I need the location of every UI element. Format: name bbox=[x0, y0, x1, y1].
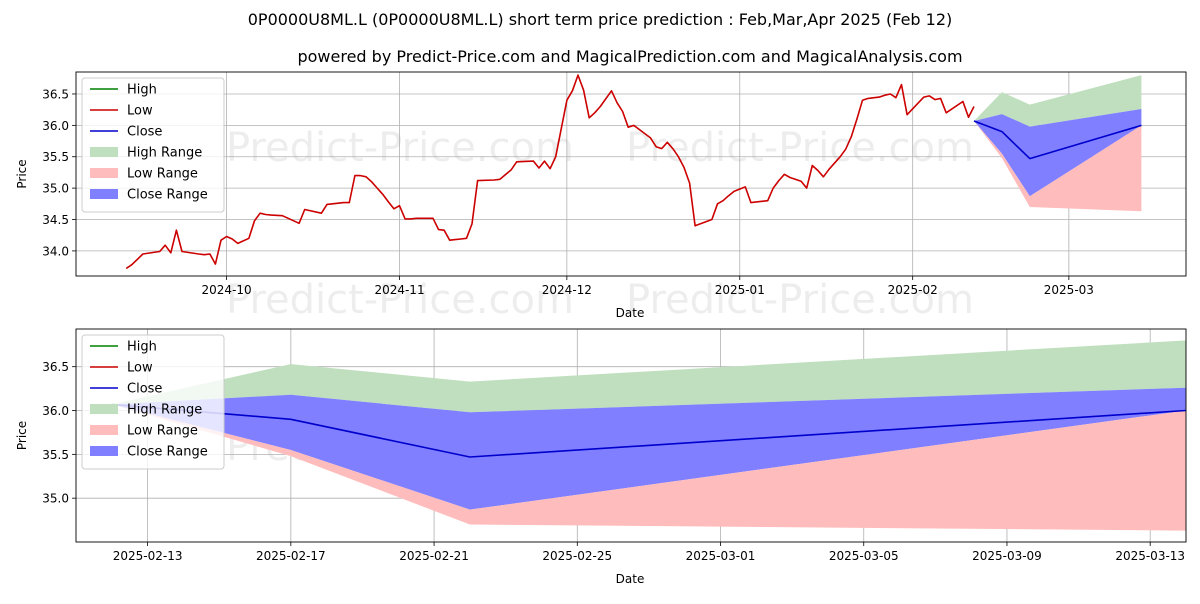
close-price-line bbox=[973, 120, 1142, 160]
legend-label-high-range: High Range bbox=[127, 146, 202, 161]
x-tick-label: 2024-10 bbox=[202, 283, 252, 297]
legend-label-close-range: Close Range bbox=[127, 445, 208, 460]
legend-label-close: Close bbox=[127, 382, 162, 397]
high-range-band bbox=[974, 75, 1142, 127]
legend-label-low-range: Low Range bbox=[127, 424, 198, 439]
watermark-text: Predict-Price.com bbox=[226, 125, 574, 171]
y-tick-label: 35.0 bbox=[42, 492, 69, 506]
legend-swatch-close-range bbox=[90, 446, 118, 456]
x-tick-label: 2025-03-01 bbox=[686, 549, 756, 563]
x-axis-label: Date bbox=[616, 306, 645, 320]
y-tick-label: 35.0 bbox=[42, 182, 69, 196]
chart-subtitle: powered by Predict-Price.com and Magical… bbox=[297, 47, 962, 66]
axes-frame bbox=[75, 328, 1187, 543]
legend-label-high-range: High Range bbox=[127, 403, 202, 418]
x-tick-label: 2025-03-05 bbox=[829, 549, 899, 563]
legend-swatch-high-range bbox=[90, 404, 118, 414]
x-axis-label: Date bbox=[616, 572, 645, 586]
x-tick-label: 2025-02 bbox=[888, 283, 938, 297]
x-tick-label: 2025-02-25 bbox=[542, 549, 612, 563]
y-tick-label: 36.5 bbox=[42, 87, 69, 101]
legend-box bbox=[81, 334, 225, 470]
y-axis-label: Price bbox=[15, 159, 29, 188]
x-tick-label: 2025-01 bbox=[715, 283, 765, 297]
watermark-text: Predict-Price.com bbox=[626, 125, 974, 171]
low-price-line bbox=[125, 74, 975, 270]
zoom-chart-panel: Predict-Price.comPredict-Price.com2025-0… bbox=[15, 328, 1187, 586]
y-tick-label: 35.5 bbox=[42, 448, 69, 462]
legend-label-close: Close bbox=[127, 125, 162, 140]
x-tick-label: 2025-03-09 bbox=[972, 549, 1042, 563]
legend-label-low-range: Low Range bbox=[127, 167, 198, 182]
low-range-band bbox=[111, 404, 1186, 531]
legend-swatch-low-range bbox=[90, 425, 118, 435]
high-range-band bbox=[111, 340, 1186, 413]
chart-title: 0P0000U8ML.L (0P0000U8ML.L) short term p… bbox=[248, 10, 953, 29]
y-tick-label: 34.0 bbox=[42, 244, 69, 258]
x-tick-label: 2025-03 bbox=[1044, 283, 1094, 297]
y-axis-label: Price bbox=[15, 421, 29, 450]
low-range-band bbox=[974, 121, 1142, 212]
x-tick-label: 2024-12 bbox=[542, 283, 592, 297]
y-tick-label: 36.0 bbox=[42, 119, 69, 133]
legend-box bbox=[81, 77, 225, 213]
x-tick-label: 2025-03-13 bbox=[1115, 549, 1185, 563]
watermark-text: Predict-Price.com bbox=[626, 277, 974, 323]
close-range-band bbox=[974, 109, 1142, 197]
legend-label-high: High bbox=[127, 83, 157, 98]
y-tick-label: 36.0 bbox=[42, 404, 69, 418]
legend-label-low: Low bbox=[127, 104, 153, 119]
legend-label-high: High bbox=[127, 340, 157, 355]
x-tick-label: 2024-11 bbox=[374, 283, 424, 297]
legend-label-close-range: Close Range bbox=[127, 188, 208, 203]
axes-frame bbox=[75, 71, 1187, 277]
main-chart-panel: Predict-Price.com Predict-Price.com Predic… bbox=[15, 71, 1187, 323]
legend-label-low: Low bbox=[127, 361, 153, 376]
x-tick-label: 2025-02-17 bbox=[256, 549, 326, 563]
y-tick-label: 34.5 bbox=[42, 213, 69, 227]
legend-swatch-close-range bbox=[90, 189, 118, 199]
legend-swatch-high-range bbox=[90, 147, 118, 157]
legend-swatch-low-range bbox=[90, 168, 118, 178]
close-range-band bbox=[111, 387, 1186, 510]
watermark-text: Predict-Price.com bbox=[226, 277, 574, 323]
x-tick-label: 2025-02-21 bbox=[399, 549, 469, 563]
y-tick-label: 35.5 bbox=[42, 150, 69, 164]
x-tick-label: 2025-02-13 bbox=[113, 549, 183, 563]
y-tick-label: 36.5 bbox=[42, 360, 69, 374]
